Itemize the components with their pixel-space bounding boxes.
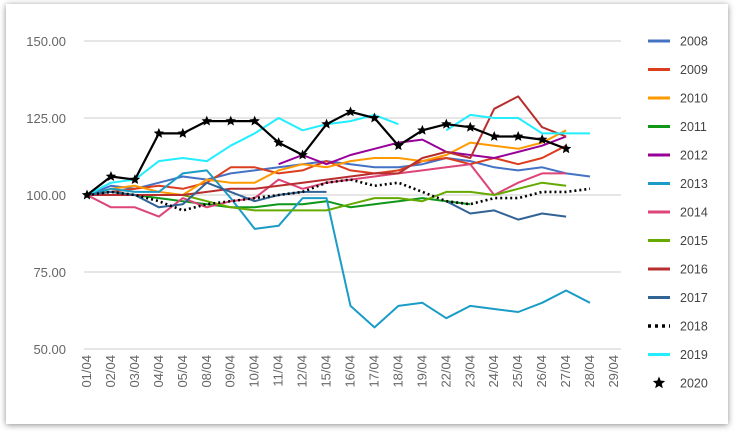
legend-label: 2012	[680, 149, 708, 163]
x-tick-label: 24/04	[486, 355, 501, 388]
legend-label: 2011	[680, 120, 707, 134]
data-point-2020	[105, 171, 117, 181]
data-point-2020	[417, 124, 428, 135]
data-point-2020	[297, 149, 308, 160]
series-line-2009	[86, 144, 567, 196]
legend-label: 2010	[680, 92, 708, 106]
series-line-2012	[278, 135, 567, 166]
data-point-2020	[369, 112, 380, 123]
x-tick-label: 05/04	[175, 355, 190, 388]
x-tick-label: 03/04	[127, 355, 142, 388]
y-tick-label: 50.00	[33, 342, 66, 357]
data-point-2020	[201, 115, 212, 126]
y-tick-label: 150.00	[26, 34, 66, 49]
series-2020	[81, 106, 572, 200]
data-point-2020	[441, 118, 452, 129]
legend-label: 2014	[680, 206, 708, 220]
legend-label: 2017	[680, 291, 708, 305]
series-2008	[86, 157, 591, 196]
x-tick-label: 26/04	[534, 355, 549, 388]
legend-item-2018[interactable]: 2018	[648, 320, 708, 334]
x-tick-label: 23/04	[462, 355, 477, 388]
x-tick-label: 15/04	[319, 355, 334, 388]
data-point-2020	[345, 106, 356, 117]
x-tick-label: 18/04	[390, 355, 405, 388]
x-tick-label: 22/04	[438, 355, 453, 388]
y-tick-label: 100.00	[26, 188, 66, 203]
y-tick-label: 125.00	[26, 111, 66, 126]
data-point-2020	[129, 174, 141, 185]
x-tick-label: 29/04	[606, 355, 621, 388]
legend-item-2016[interactable]: 2016	[648, 263, 708, 277]
legend-item-2010[interactable]: 2010	[648, 92, 708, 106]
data-point-2020	[512, 130, 524, 141]
series-line-2013	[86, 169, 591, 329]
x-tick-label: 10/04	[247, 355, 262, 388]
series-line-2014	[86, 163, 567, 218]
legend-item-2020[interactable]: 2020	[652, 376, 708, 391]
x-tick-label: 28/04	[582, 355, 597, 388]
series-line-2019	[86, 113, 590, 196]
series-line-2018	[86, 178, 591, 212]
x-tick-label: 27/04	[558, 355, 573, 388]
data-point-2020	[536, 134, 548, 145]
legend-label: 2013	[680, 177, 708, 191]
x-tick-label: 02/04	[103, 355, 118, 388]
legend-label: 2020	[680, 377, 708, 391]
series-line-2011	[86, 190, 471, 209]
x-tick-label: 01/04	[79, 355, 94, 388]
series-line-2016	[87, 95, 567, 196]
x-tick-label: 04/04	[151, 355, 166, 388]
legend-label: 2009	[680, 63, 708, 77]
series-2016	[87, 95, 567, 196]
legend-item-2011[interactable]: 2011	[648, 120, 707, 134]
x-tick-label: 12/04	[295, 355, 310, 388]
legend-item-2015[interactable]: 2015	[648, 234, 708, 248]
line-chart: 150.00 125.00 100.00 75.00 50.00 01/04 02/04 0…	[26, 34, 708, 391]
y-tick-label: 75.00	[33, 265, 66, 280]
legend-item-2019[interactable]: 2019	[648, 348, 708, 362]
chart-frame: 150.00 125.00 100.00 75.00 50.00 01/04 02/04 0…	[6, 4, 728, 424]
legend-item-2008[interactable]: 2008	[648, 35, 708, 49]
x-tick-label: 16/04	[343, 355, 358, 388]
x-tick-label: 11/04	[271, 355, 286, 387]
x-tick-label: 25/04	[510, 355, 525, 388]
x-tick-label: 08/04	[199, 355, 214, 388]
legend-item-2017[interactable]: 2017	[648, 291, 708, 305]
data-point-2020	[393, 140, 404, 151]
x-tick-label: 19/04	[414, 355, 429, 388]
legend-item-2013[interactable]: 2013	[648, 177, 708, 191]
series-2010	[86, 129, 567, 196]
series-2009	[86, 144, 567, 196]
data-point-2020	[321, 118, 332, 129]
series-2018	[86, 178, 591, 212]
series-2012	[278, 135, 567, 166]
data-point-2020	[465, 121, 476, 132]
x-tick-label: 17/04	[366, 355, 381, 388]
data-point-2020	[273, 137, 284, 148]
legend-label: 2008	[680, 35, 708, 49]
data-point-2020	[560, 143, 572, 154]
data-point-2020	[177, 127, 189, 138]
legend-item-2009[interactable]: 2009	[648, 63, 708, 77]
series-2014	[86, 163, 567, 218]
series-2013	[86, 169, 591, 329]
legend-label: 2016	[680, 263, 708, 277]
data-point-2020	[153, 127, 165, 138]
data-point-2020	[225, 115, 236, 126]
legend-label: 2019	[680, 348, 708, 362]
data-point-2020	[81, 189, 93, 200]
data-point-2020	[249, 115, 260, 126]
legend-label: 2015	[680, 234, 708, 248]
legend-label: 2018	[680, 320, 708, 334]
data-point-2020	[489, 130, 500, 141]
x-tick-label: 09/04	[223, 355, 238, 388]
series-2011	[86, 190, 471, 209]
star-icon	[652, 376, 666, 389]
legend-item-2012[interactable]: 2012	[648, 149, 708, 163]
legend-item-2014[interactable]: 2014	[648, 206, 708, 220]
series-2019	[86, 113, 590, 196]
series-line-2008	[86, 157, 591, 196]
series-line-2010	[86, 129, 567, 196]
